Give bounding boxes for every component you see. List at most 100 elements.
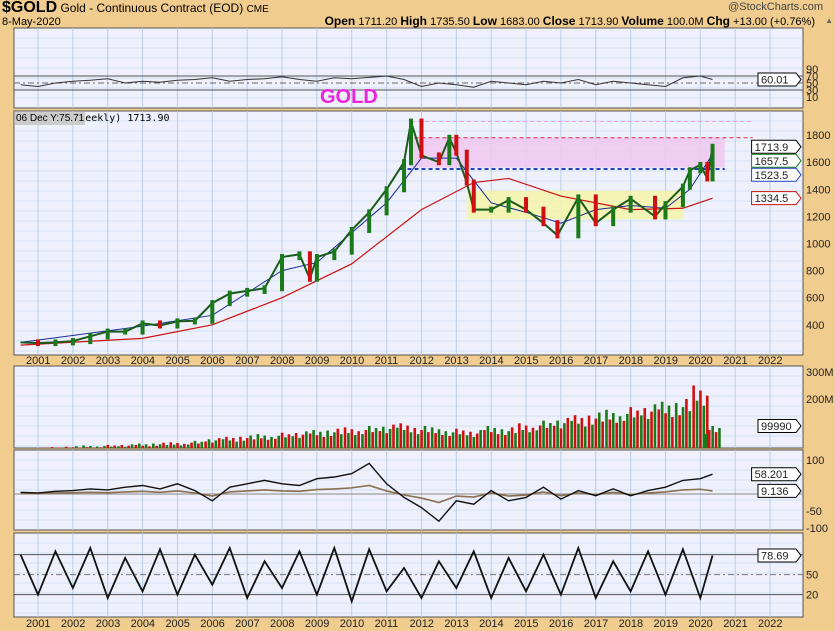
price-candle xyxy=(245,287,250,297)
price-candle xyxy=(409,118,414,166)
volume-bar xyxy=(165,445,169,448)
volume-bar xyxy=(714,432,718,448)
volume-bar xyxy=(646,418,650,448)
chart-title: $GOLD Gold - Continuous Contract (EOD) C… xyxy=(2,0,269,16)
volume-bar xyxy=(339,434,343,448)
volume-bar xyxy=(221,439,225,448)
volume-bar xyxy=(469,431,472,448)
stoch-last-label: 78.69 xyxy=(761,551,789,563)
volume-bar xyxy=(597,412,601,448)
volume-bar xyxy=(71,447,75,448)
price-candle xyxy=(705,161,710,182)
price-candle xyxy=(653,195,658,220)
volume-bar xyxy=(158,444,162,448)
year-label-bottom: 2005 xyxy=(165,618,189,630)
price-candle xyxy=(307,251,312,282)
price-label: 1523.5 xyxy=(755,170,789,182)
volume-bar xyxy=(193,440,197,448)
volume-bar xyxy=(556,420,559,448)
brand-logo: @StockCharts.com xyxy=(728,1,823,13)
volume-bar xyxy=(336,428,340,448)
volume-bar xyxy=(409,432,413,448)
price-candle xyxy=(541,206,546,227)
year-label-top: 2016 xyxy=(549,355,573,367)
year-label-bottom: 2004 xyxy=(131,618,155,630)
volume-bar xyxy=(413,428,417,448)
price-candle xyxy=(88,333,93,345)
volume-bar xyxy=(583,426,587,448)
volume-bar xyxy=(120,445,124,448)
low-value: 1683.00 xyxy=(499,16,540,28)
volume-bar xyxy=(235,441,238,448)
price-legend-text: eekly) 1713.90 xyxy=(85,113,170,124)
price-candle xyxy=(447,134,452,166)
volume-bar xyxy=(458,434,462,448)
volume-bar xyxy=(343,427,347,448)
instrument-name: Gold - Continuous Contract (EOD) xyxy=(60,1,244,15)
volume-bar xyxy=(664,413,667,448)
volume-bar xyxy=(329,435,333,448)
rsi-tick: 70 xyxy=(806,71,818,83)
volume-bar xyxy=(287,434,291,448)
open-value: 1711.20 xyxy=(358,16,398,28)
volume-last-label: 99990 xyxy=(761,421,792,433)
price-tick: 600 xyxy=(806,293,824,305)
gold-annotation: GOLD xyxy=(320,86,378,108)
year-label-bottom: 2008 xyxy=(270,618,294,630)
volume-bar xyxy=(291,436,295,448)
volume-bar xyxy=(423,426,427,448)
volume-bar xyxy=(64,446,68,448)
volume-bar xyxy=(667,405,671,448)
price-candle xyxy=(555,220,560,239)
resistance-band xyxy=(411,137,725,168)
volume-bar xyxy=(685,399,688,448)
volume-bar xyxy=(190,442,193,448)
volume-bar xyxy=(653,404,657,448)
rsi-tick: 90 xyxy=(806,64,818,76)
volume-bar xyxy=(172,444,176,448)
rsi-last-label-box xyxy=(757,72,802,87)
volume-bar xyxy=(137,443,141,448)
price-tick: 400 xyxy=(806,320,824,332)
price-candle xyxy=(402,159,407,193)
volume-bar xyxy=(552,425,556,448)
price-candle xyxy=(297,251,302,261)
price-candle xyxy=(471,179,476,213)
price-candle xyxy=(367,209,372,233)
high-value: 1735.50 xyxy=(430,16,470,28)
volume-bar xyxy=(374,428,378,448)
volume-bar xyxy=(204,441,207,448)
volume-bar xyxy=(545,427,549,448)
year-label-bottom: 2012 xyxy=(409,618,433,630)
collapse-arrow-icon[interactable]: ▲ xyxy=(825,16,833,25)
year-label-bottom: 2019 xyxy=(653,618,677,630)
price-label-box xyxy=(751,167,802,182)
volume-bar xyxy=(416,434,420,448)
year-label-bottom: 2009 xyxy=(305,618,329,630)
price-legend: 06 Dec Y:75.71eekly) 1713.90 xyxy=(15,112,170,125)
volume-bar xyxy=(629,407,633,448)
price-candle xyxy=(680,183,685,208)
volume-bar xyxy=(315,435,319,448)
price-candle xyxy=(175,318,180,329)
year-label-top: 2021 xyxy=(723,355,747,367)
volume-bar xyxy=(385,433,388,448)
volume-bar xyxy=(144,444,148,448)
volume-bar xyxy=(504,435,507,448)
volume-bar xyxy=(106,444,110,448)
price-candle xyxy=(280,254,285,292)
volume-bar xyxy=(392,424,395,448)
volume-bar xyxy=(688,411,692,448)
volume-bar xyxy=(563,423,566,448)
volume-bar xyxy=(479,430,482,448)
price-candle xyxy=(262,285,267,294)
rsi-tick: 30 xyxy=(806,85,818,97)
volume-bar xyxy=(608,419,612,448)
volume-bar xyxy=(134,444,138,448)
stoch-tick: 20 xyxy=(806,590,818,602)
volume-bar xyxy=(239,436,242,448)
volume-bar xyxy=(475,433,479,448)
volume-bar xyxy=(127,445,130,448)
price-candle xyxy=(123,328,128,335)
year-label-top: 2001 xyxy=(26,355,50,367)
